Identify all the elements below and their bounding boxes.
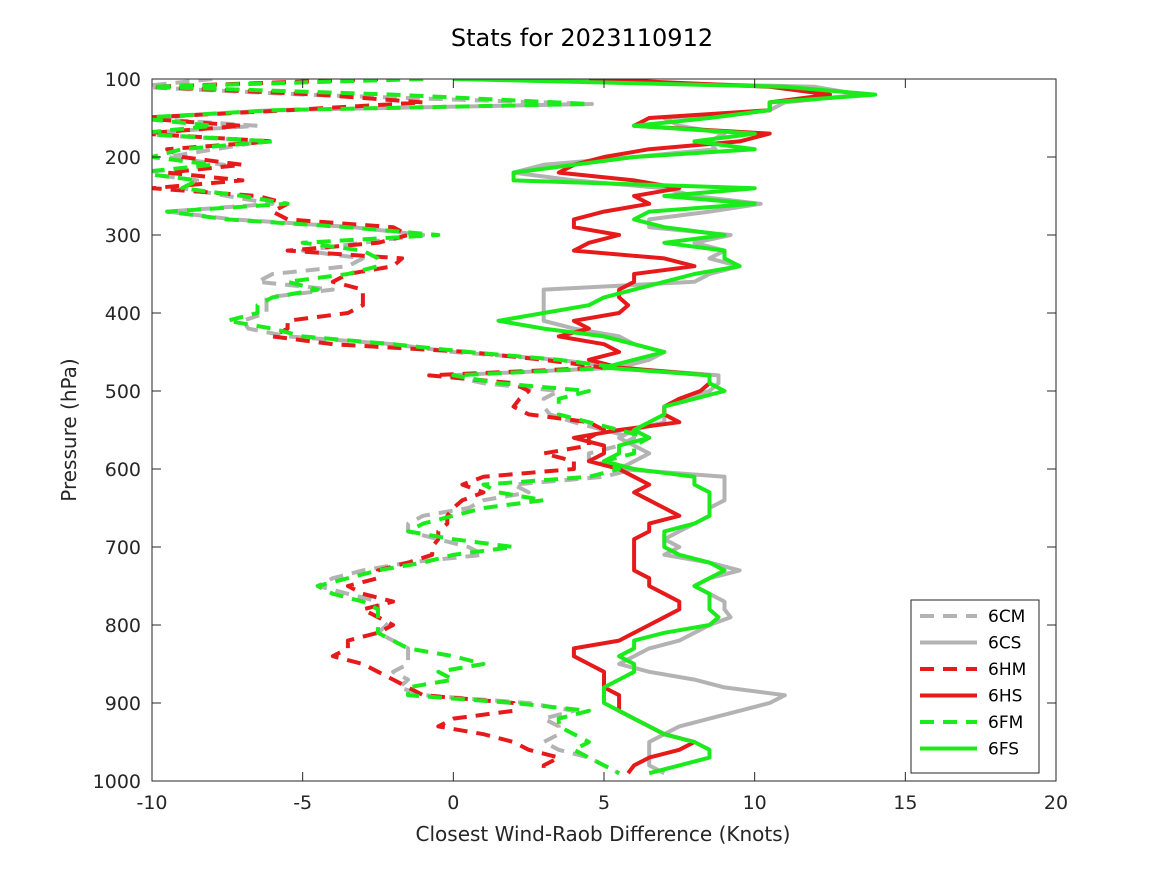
y-tick-label: 100: [105, 69, 141, 91]
x-tick-label: 0: [447, 792, 459, 814]
legend-label-6cm: 6CM: [988, 607, 1025, 627]
legend: 6CM 6CS 6HM 6HS 6FM 6FS: [910, 599, 1040, 774]
x-tick-label: 5: [598, 792, 610, 814]
y-tick-label: 500: [105, 381, 141, 403]
series-line-6fs: [453, 79, 878, 776]
series-line-6cm: [152, 79, 637, 775]
y-tick-label: 900: [105, 693, 141, 715]
x-tick-label: -5: [293, 792, 312, 814]
x-tick-label: 15: [893, 792, 917, 814]
y-tick-label: 600: [105, 459, 141, 481]
y-tick-label: 800: [105, 615, 141, 637]
x-tick-label: -10: [136, 792, 167, 814]
legend-label-6hm: 6HM: [988, 660, 1026, 680]
y-tick-label: 200: [105, 147, 141, 169]
axes-layer: -10 -5 0 5 10 15 20 100 200 300 400 500 600 700 800 900…: [93, 69, 1068, 814]
legend-label-6hs: 6HS: [988, 687, 1022, 707]
y-axis-title: Pressure (hPa): [57, 358, 81, 501]
y-tick-label: 1000: [93, 771, 141, 793]
x-tick-label: 10: [743, 792, 767, 814]
x-tick-label: 20: [1044, 792, 1068, 814]
legend-label-6cs: 6CS: [988, 634, 1021, 654]
series-line-6hs: [556, 79, 832, 775]
y-tick-label: 400: [105, 303, 141, 325]
x-axis-title: Closest Wind-Raob Difference (Knots): [416, 822, 791, 846]
y-tick-label: 300: [105, 225, 141, 247]
series-line-6fm: [152, 79, 652, 775]
legend-label-6fs: 6FS: [988, 740, 1019, 760]
chart-title: Stats for 2023110912: [451, 24, 713, 52]
legend-label-6fm: 6FM: [988, 713, 1023, 733]
y-tick-label: 700: [105, 537, 141, 559]
series-layer: [152, 79, 878, 776]
legend-box: [910, 599, 1040, 774]
